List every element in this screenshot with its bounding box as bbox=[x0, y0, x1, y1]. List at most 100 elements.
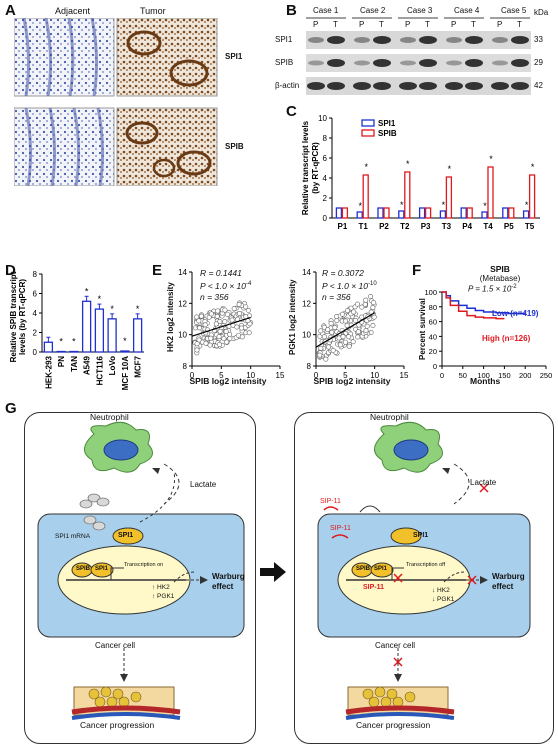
e-right-ytick-label: 12 bbox=[302, 299, 311, 308]
c-sig-spi1: * bbox=[525, 200, 529, 210]
e-left-point bbox=[214, 313, 220, 319]
e-right-point bbox=[339, 311, 345, 317]
c-bar-spib bbox=[424, 207, 432, 219]
c-sig-spib: * bbox=[489, 154, 493, 164]
panel-letter-c: C bbox=[286, 103, 297, 120]
blot-bands bbox=[306, 17, 531, 95]
c-bar-spib bbox=[508, 207, 515, 219]
d-ytick-label: 6 bbox=[33, 290, 38, 299]
left-spi1-nuc-label: SPI1 bbox=[95, 566, 109, 572]
d-xtick-label: HCT116 bbox=[95, 355, 104, 385]
lane-t-3: T bbox=[425, 20, 430, 29]
c-bar-spib bbox=[466, 207, 473, 219]
e-right-xtick-label: 10 bbox=[370, 371, 379, 380]
e-right-point bbox=[353, 317, 359, 323]
d-ytick-label: 0 bbox=[33, 348, 38, 357]
left-progression-label: Cancer progression bbox=[80, 720, 155, 730]
right-spi1-cyto-label: SPI1 bbox=[413, 532, 429, 539]
e-right-point bbox=[346, 334, 352, 340]
f-subtitle: (Metabase) bbox=[479, 274, 521, 283]
e-right-ytick-label: 10 bbox=[302, 331, 311, 340]
e-right-point bbox=[362, 301, 368, 307]
chart-e-right: 0 5 10 15 8 10 12 14 bbox=[302, 268, 409, 380]
ihc-tumor-spib bbox=[116, 107, 218, 186]
right-progression-label: Cancer progression bbox=[356, 720, 431, 730]
e-left-point bbox=[222, 307, 228, 313]
right-warburg-label: Warburg effect bbox=[492, 572, 525, 591]
e-left-point bbox=[196, 325, 202, 331]
c-bar-spi1 bbox=[481, 211, 488, 219]
panel-letter-a: A bbox=[5, 2, 16, 19]
e-right-point bbox=[350, 339, 356, 345]
left-cancer-cell-label: Cancer cell bbox=[95, 641, 136, 650]
e-right-point bbox=[370, 305, 376, 311]
e-right-point bbox=[318, 328, 324, 334]
kda-33: 33 bbox=[534, 35, 543, 44]
c-bar-spib bbox=[528, 174, 536, 219]
blot-row-spi1: SPI1 bbox=[275, 35, 293, 44]
c-sig-spi1: * bbox=[358, 201, 362, 211]
d-sig: * bbox=[98, 294, 102, 304]
c-ytick-label: 4 bbox=[323, 174, 328, 183]
c-legend-swatch bbox=[361, 119, 375, 127]
e-left-ytick-label: 8 bbox=[183, 362, 188, 371]
e-right-xlabel: SPIB log2 intensity bbox=[313, 376, 391, 386]
left-warburg-label: Warburg effect bbox=[212, 572, 245, 591]
d-xtick-label: MCF7 bbox=[134, 355, 143, 377]
c-bar-spi1 bbox=[460, 207, 467, 219]
e-left-point bbox=[208, 311, 214, 317]
f-ytick-label: 40 bbox=[429, 332, 437, 341]
schematic-right-drawing bbox=[317, 421, 531, 720]
e-left-point bbox=[223, 329, 229, 335]
d-sig: * bbox=[72, 337, 76, 347]
chart-d: 0 2 4 6 8 Relative SPIB transcript levels (by … bbox=[9, 270, 144, 390]
c-xtick-label: T4 bbox=[483, 222, 493, 231]
e-right-point bbox=[345, 308, 351, 314]
d-ylabel-2: levels (by RT-qPCR) bbox=[18, 279, 27, 355]
e-left-point bbox=[221, 336, 227, 342]
e-left-point bbox=[194, 341, 200, 347]
c-bar-spib bbox=[487, 166, 494, 219]
d-bar bbox=[94, 308, 105, 353]
e-right-stats: R = 0.3072 P < 1.0 × 10-10 n = 356 bbox=[322, 268, 377, 303]
c-xtick-label: T3 bbox=[442, 222, 452, 231]
c-xtick-label: T1 bbox=[359, 222, 369, 231]
right-lactate-label: Lactate bbox=[470, 478, 497, 487]
e-right-xtick-label: 0 bbox=[314, 371, 319, 380]
d-sig: * bbox=[110, 304, 114, 314]
e-left-point bbox=[194, 314, 200, 320]
e-left-point bbox=[217, 342, 223, 348]
c-legend-label: SPI1 bbox=[378, 119, 396, 128]
e-left-xtick-label: 5 bbox=[219, 371, 224, 380]
e-right-point bbox=[351, 309, 357, 315]
ihc-images bbox=[14, 18, 218, 186]
e-right-point bbox=[371, 300, 377, 306]
e-left-point bbox=[227, 335, 233, 341]
left-spi1-cyto-label: SPI1 bbox=[118, 532, 134, 539]
chart-c: 0 2 4 6 8 10 Relative transcript levels (by RT-… bbox=[301, 114, 540, 231]
c-bar-spib bbox=[445, 176, 453, 219]
kda-42: 42 bbox=[534, 81, 543, 90]
lane-t-2: T bbox=[379, 20, 384, 29]
d-bar bbox=[120, 350, 130, 353]
c-xtick-label: P4 bbox=[462, 222, 472, 231]
e-left-n: n = 356 bbox=[200, 291, 229, 302]
c-sig-spib: * bbox=[364, 162, 368, 172]
chart-f: 0 50 100 150 200 250 0 20 40 60 80 100 bbox=[424, 288, 552, 380]
e-right-point bbox=[370, 323, 376, 329]
e-right-point bbox=[325, 327, 331, 333]
c-sig-spib: * bbox=[531, 162, 535, 172]
c-bar-spi1 bbox=[418, 207, 426, 219]
c-bar-spi1 bbox=[356, 211, 363, 219]
e-left-point bbox=[234, 324, 240, 330]
case-1-label: Case 1 bbox=[313, 6, 339, 15]
e-right-point bbox=[355, 334, 361, 340]
chart-e-left: 0 5 10 15 8 10 12 14 bbox=[178, 268, 285, 380]
right-cancer-cell-label: Cancer cell bbox=[375, 641, 416, 650]
left-lactate-label: Lactate bbox=[190, 480, 217, 489]
f-series-high bbox=[442, 291, 505, 320]
left-hk2-label: ↑ HK2 bbox=[152, 584, 170, 591]
c-ylabel: Relative transcript levels bbox=[301, 120, 310, 215]
c-bar-spib bbox=[362, 174, 369, 219]
e-left-ytick-label: 12 bbox=[178, 299, 187, 308]
